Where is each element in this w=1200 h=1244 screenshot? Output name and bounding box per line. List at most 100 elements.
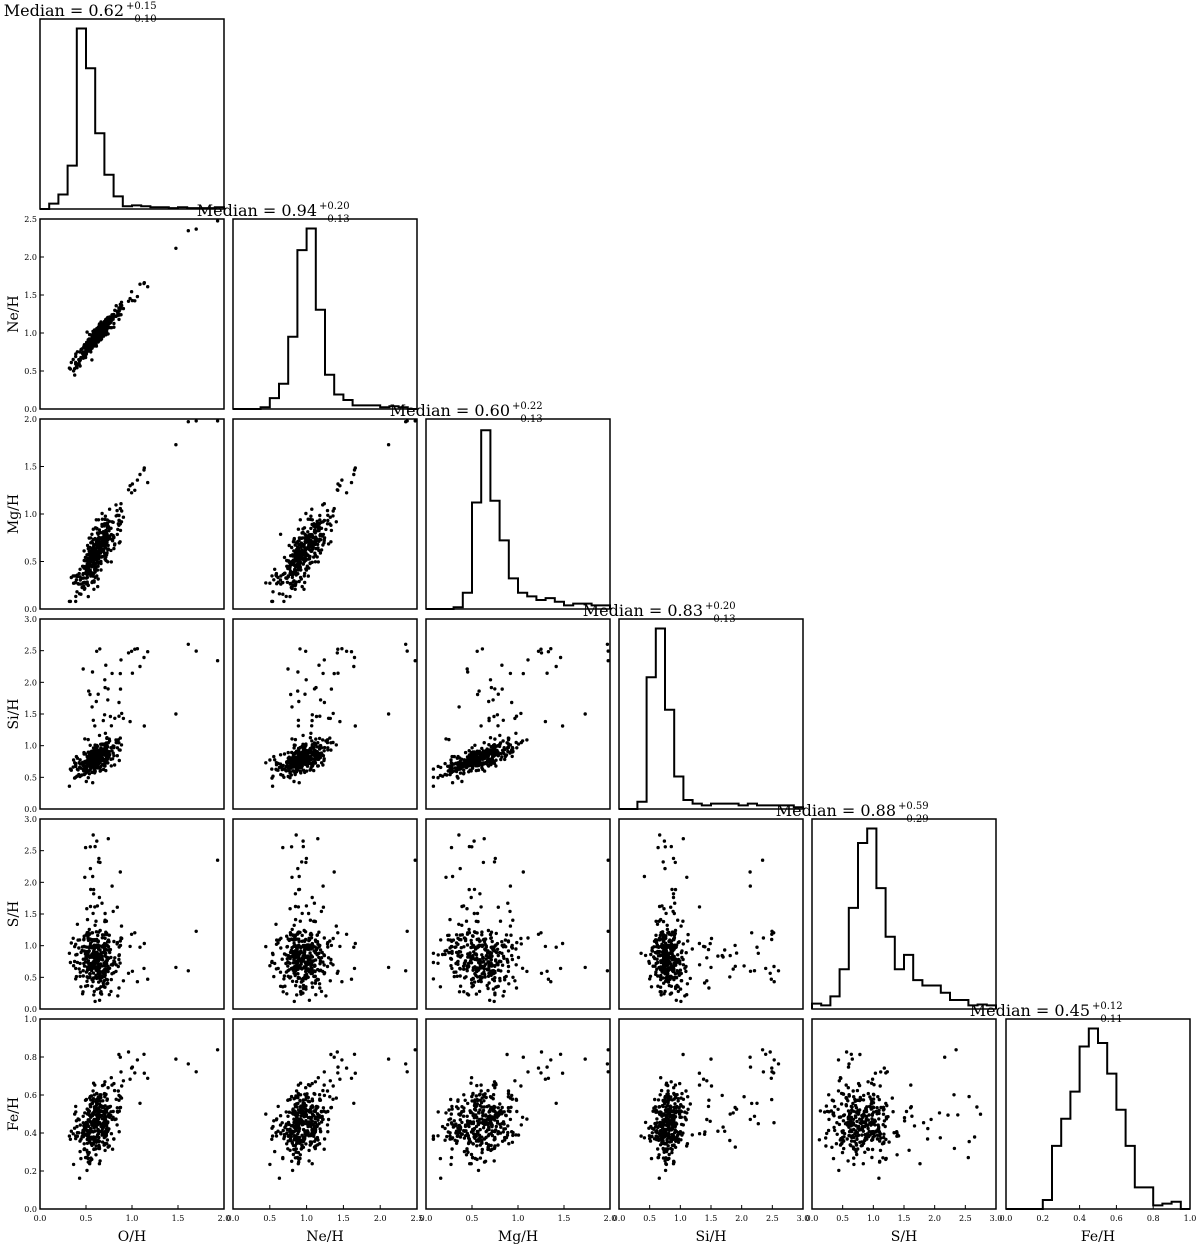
scatter-point bbox=[304, 856, 309, 861]
scatter-point bbox=[336, 1065, 340, 1069]
scatter-point bbox=[332, 671, 336, 676]
scatter-point bbox=[94, 746, 98, 751]
scatter-point bbox=[86, 930, 90, 935]
scatter-point bbox=[290, 545, 294, 550]
scatter-point bbox=[291, 1152, 296, 1157]
scatter-point bbox=[489, 685, 494, 690]
scatter-point bbox=[314, 546, 318, 551]
scatter-point bbox=[90, 358, 94, 362]
scatter-point bbox=[90, 1143, 94, 1148]
scatter-point bbox=[90, 756, 94, 761]
scatter-point bbox=[483, 975, 487, 979]
scatter-point bbox=[480, 953, 484, 957]
scatter-point bbox=[215, 858, 220, 862]
scatter-point bbox=[100, 901, 104, 905]
scatter-point bbox=[104, 955, 108, 959]
y-tick-label: 0.5 bbox=[24, 367, 37, 376]
scatter-point bbox=[82, 576, 86, 580]
scatter-point bbox=[476, 1168, 481, 1173]
scatter-point bbox=[295, 549, 299, 554]
scatter-point bbox=[273, 758, 277, 762]
panel-frame bbox=[425, 618, 611, 810]
y-tick-label: 0.2 bbox=[24, 1167, 37, 1176]
scatter-point bbox=[295, 545, 300, 549]
scatter-point bbox=[103, 1104, 107, 1108]
scatter-point bbox=[186, 229, 190, 233]
scatter-point bbox=[97, 966, 101, 970]
scatter-point bbox=[82, 1147, 86, 1152]
y-tick-label: 2.0 bbox=[24, 415, 37, 424]
scatter-point bbox=[662, 839, 667, 843]
scatter-point bbox=[121, 1079, 126, 1083]
scatter-point bbox=[96, 577, 100, 581]
scatter-point bbox=[91, 971, 96, 975]
scatter-point bbox=[295, 763, 299, 768]
scatter-point bbox=[293, 552, 297, 556]
scatter-point bbox=[494, 1083, 498, 1087]
scatter-point bbox=[662, 992, 666, 996]
scatter-point bbox=[475, 931, 479, 935]
scatter-point bbox=[300, 933, 304, 938]
scatter-point bbox=[109, 977, 114, 982]
scatter-point bbox=[121, 515, 126, 519]
scatter-point bbox=[484, 948, 488, 952]
scatter-point bbox=[431, 767, 436, 771]
scatter-point bbox=[110, 1147, 115, 1151]
scatter-point bbox=[672, 969, 676, 974]
scatter-point bbox=[306, 1083, 311, 1087]
scatter-point bbox=[322, 1083, 326, 1087]
scatter-point bbox=[489, 958, 493, 962]
scatter-point bbox=[431, 977, 436, 981]
scatter-point bbox=[509, 933, 513, 937]
scatter-point bbox=[302, 556, 306, 561]
scatter-point bbox=[728, 953, 732, 958]
scatter-point bbox=[82, 345, 86, 349]
scatter-point bbox=[673, 901, 677, 905]
scatter-point bbox=[88, 692, 92, 697]
scatter-point bbox=[86, 345, 90, 349]
scatter-point bbox=[89, 1115, 93, 1119]
scatter-point bbox=[322, 745, 327, 750]
scatter-point bbox=[331, 963, 335, 967]
scatter-point bbox=[296, 953, 301, 957]
scatter-point bbox=[510, 945, 514, 949]
scatter-point bbox=[84, 576, 89, 580]
scatter-point bbox=[272, 754, 276, 759]
scatter-point bbox=[107, 507, 112, 511]
scatter-point bbox=[112, 763, 117, 767]
scatter-point bbox=[315, 529, 320, 533]
scatter-point bbox=[106, 753, 110, 757]
scatter-point bbox=[194, 419, 198, 423]
scatter-point bbox=[91, 338, 95, 343]
scatter-point bbox=[549, 1058, 553, 1062]
scatter-point bbox=[284, 576, 288, 580]
scatter-point bbox=[462, 1149, 467, 1154]
scatter-point bbox=[282, 555, 287, 560]
scatter-point bbox=[539, 1050, 544, 1054]
scatter-point bbox=[304, 678, 308, 682]
scatter-point bbox=[510, 1130, 514, 1134]
scatter-point bbox=[99, 992, 104, 996]
scatter-point bbox=[329, 540, 333, 544]
scatter-point bbox=[114, 740, 118, 745]
scatter-point bbox=[286, 667, 290, 671]
scatter-point bbox=[491, 987, 496, 991]
scatter-point bbox=[467, 753, 472, 757]
scatter-point bbox=[67, 951, 72, 955]
y-tick-label: 0.5 bbox=[24, 973, 37, 982]
scatter-point bbox=[310, 1099, 315, 1103]
scatter-point bbox=[298, 958, 302, 962]
scatter-point bbox=[314, 1144, 318, 1148]
scatter-point bbox=[86, 572, 90, 576]
scatter-point bbox=[511, 975, 515, 979]
scatter-point bbox=[293, 1105, 298, 1109]
scatter-point bbox=[138, 472, 142, 477]
scatter-point bbox=[472, 930, 477, 934]
scatter-point bbox=[94, 1144, 98, 1148]
scatter-point bbox=[318, 962, 322, 966]
scatter-point bbox=[331, 1097, 335, 1102]
scatter-point bbox=[186, 1062, 190, 1066]
scatter-point bbox=[117, 758, 122, 763]
scatter-point bbox=[88, 568, 92, 572]
scatter-point bbox=[103, 329, 107, 333]
